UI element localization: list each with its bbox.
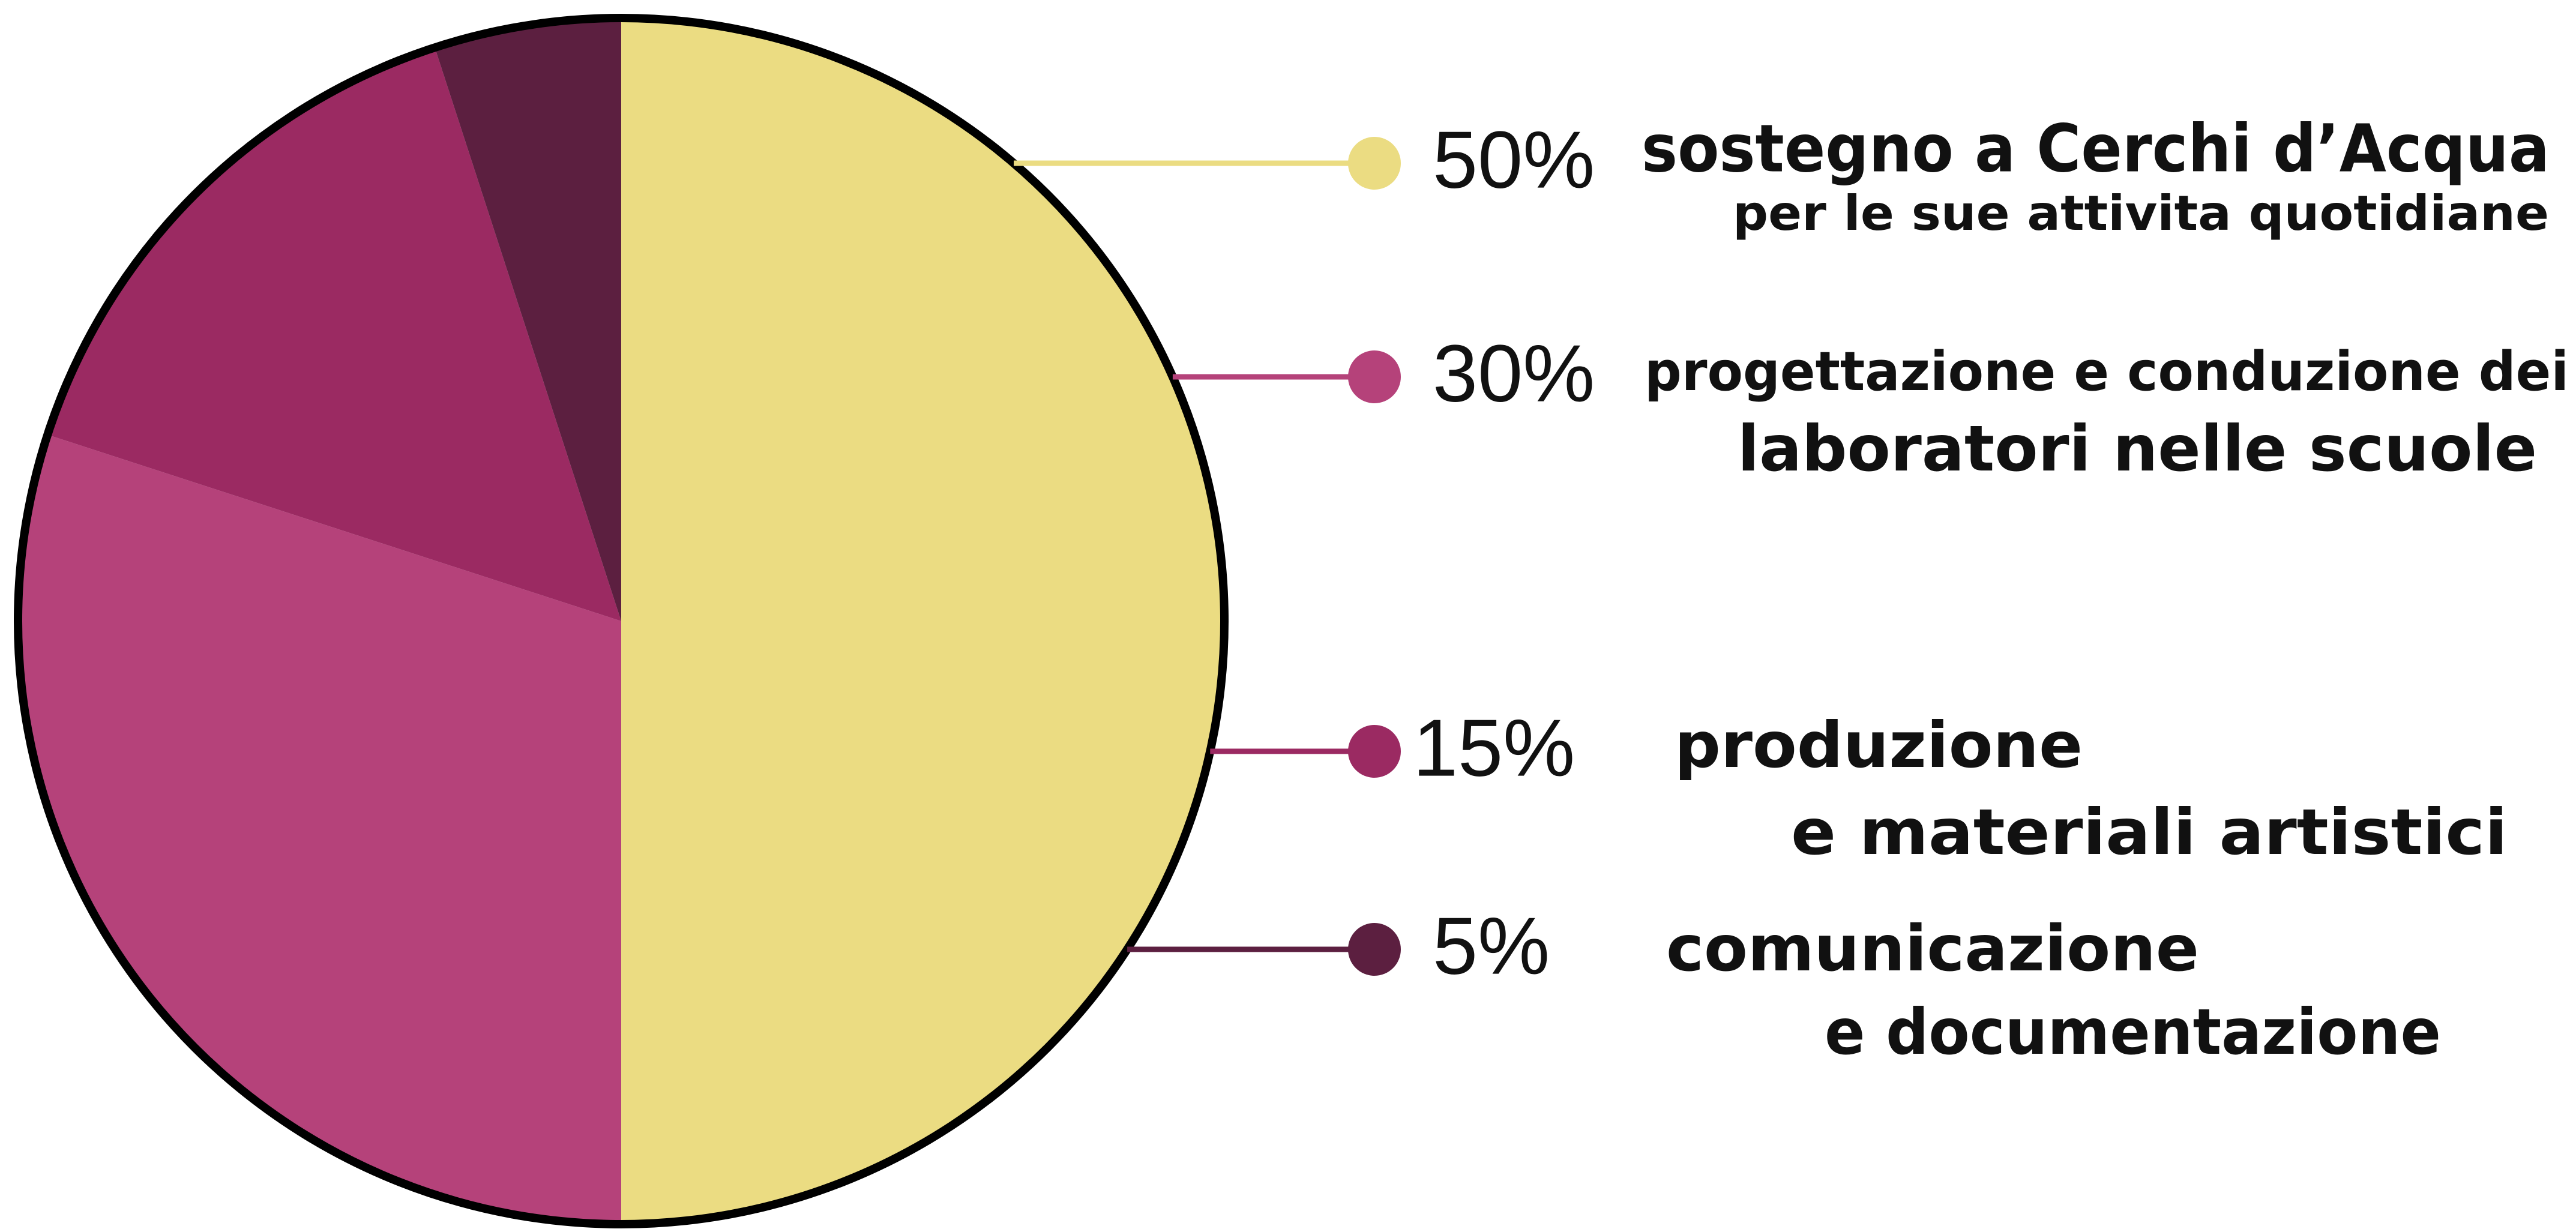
legend-label: e documentazione [1825,996,2441,1069]
pie-slice [17,434,621,1224]
legend-label: progettazione e conduzione dei [1645,340,2569,403]
legend-label: sostegno a Cerchi d’Acqua [1642,110,2550,187]
value-label: 50% [1433,115,1595,205]
value-label: 15% [1413,703,1575,793]
legend-label: produzione [1675,709,2083,782]
legend-dot [1348,725,1401,778]
legend-dot [1348,923,1401,976]
pie-slice [621,18,1224,1224]
legend-dot [1348,137,1401,190]
legend-label: per le sue attivita quotidiane [1733,185,2549,241]
pie-slice [435,18,621,621]
pie-slice [47,47,621,621]
legend-dot [1348,350,1401,403]
value-label: 5% [1433,901,1550,991]
value-label: 30% [1433,328,1595,419]
legend-label: e materiali artistici [1791,796,2508,869]
legend-label: comunicazione [1666,912,2199,985]
pie-border [14,14,1229,1228]
legend-label: laboratori nelle scuole [1738,412,2537,485]
